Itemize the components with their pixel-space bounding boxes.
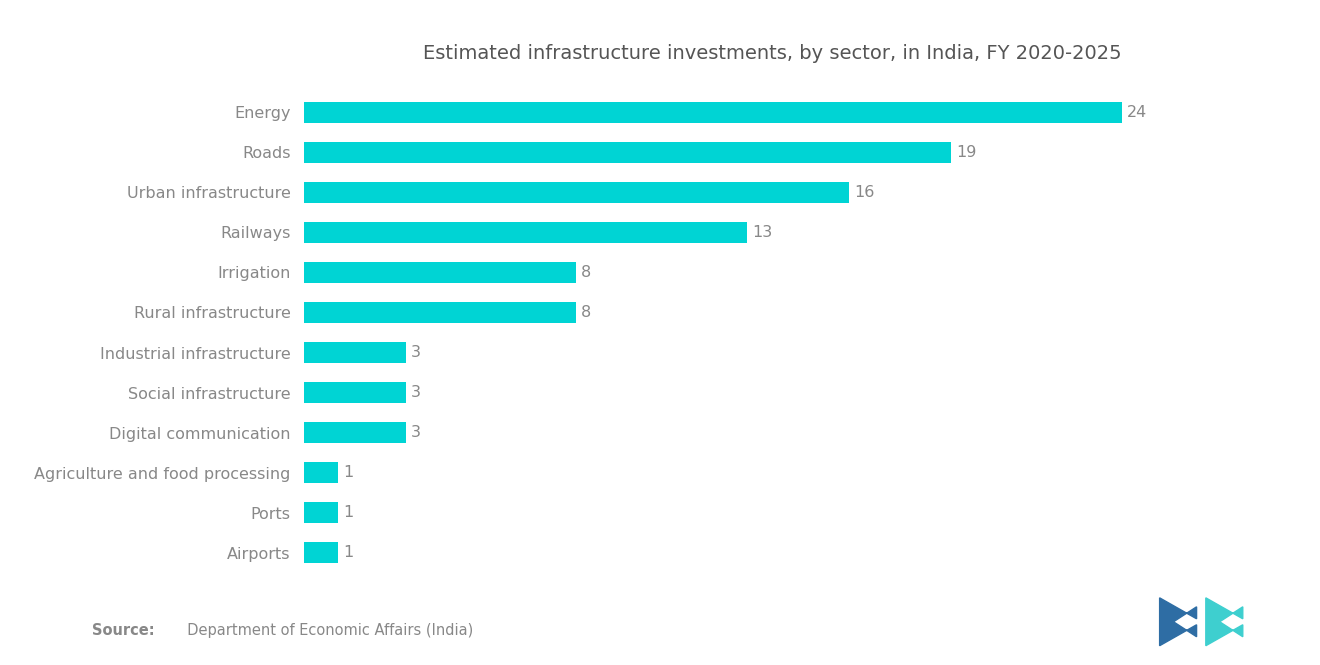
Text: 16: 16 — [854, 185, 874, 200]
Text: Department of Economic Affairs (India): Department of Economic Affairs (India) — [178, 623, 474, 638]
Text: 1: 1 — [343, 545, 352, 560]
Bar — [304, 182, 849, 203]
Bar — [304, 262, 577, 283]
Bar — [304, 342, 405, 363]
Text: 1: 1 — [343, 465, 352, 480]
Text: 19: 19 — [956, 145, 977, 160]
Title: Estimated infrastructure investments, by sector, in India, FY 2020-2025: Estimated infrastructure investments, by… — [422, 44, 1122, 63]
Polygon shape — [1206, 598, 1243, 646]
Bar — [304, 542, 338, 563]
Text: 8: 8 — [581, 305, 591, 320]
Bar — [304, 102, 1122, 123]
Bar — [304, 502, 338, 523]
Polygon shape — [1159, 598, 1196, 646]
Bar — [304, 462, 338, 483]
Text: 8: 8 — [581, 265, 591, 280]
Text: 1: 1 — [343, 505, 352, 520]
Text: 3: 3 — [411, 425, 421, 440]
Bar — [304, 302, 577, 323]
Text: Source:: Source: — [92, 623, 154, 638]
Bar — [304, 422, 405, 443]
Bar — [304, 222, 747, 243]
Text: 3: 3 — [411, 345, 421, 360]
Bar — [304, 382, 405, 403]
Text: 3: 3 — [411, 385, 421, 400]
Text: 13: 13 — [752, 225, 772, 240]
Text: 24: 24 — [1127, 105, 1147, 120]
Bar — [304, 142, 952, 163]
